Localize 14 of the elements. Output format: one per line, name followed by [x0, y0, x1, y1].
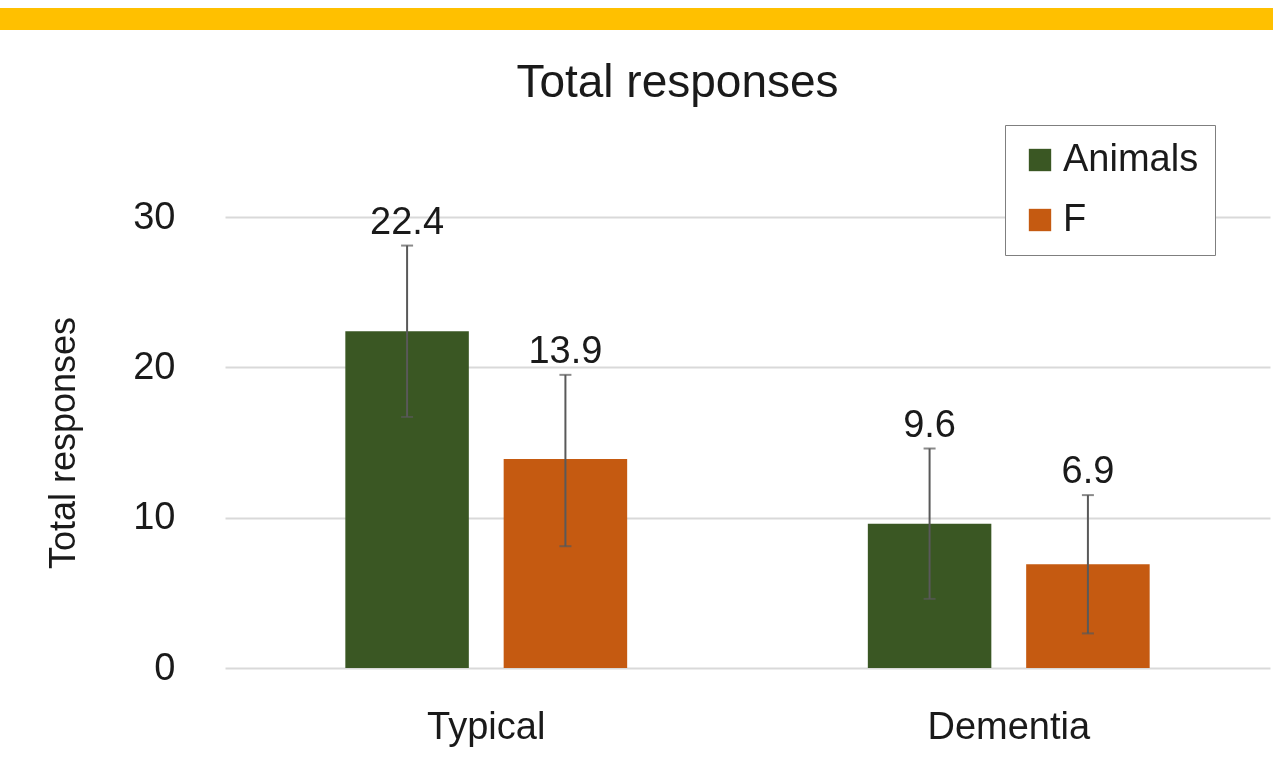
data-label: 6.9 — [1061, 449, 1115, 492]
y-tick-label: 30 — [133, 194, 176, 237]
y-tick-label: 0 — [154, 645, 176, 688]
data-label: 22.4 — [370, 199, 445, 242]
data-label: 13.9 — [528, 328, 603, 371]
x-tick-label: Dementia — [927, 704, 1091, 747]
y-tick-label: 20 — [133, 344, 176, 387]
legend-label: F — [1063, 197, 1087, 239]
chart-title: Total responses — [516, 54, 839, 107]
x-tick-label: Typical — [427, 704, 546, 747]
y-tick-label: 10 — [133, 495, 176, 538]
legend-label: Animals — [1063, 137, 1199, 179]
data-label: 9.6 — [903, 402, 956, 445]
y-axis-title: Total responses — [42, 316, 84, 570]
